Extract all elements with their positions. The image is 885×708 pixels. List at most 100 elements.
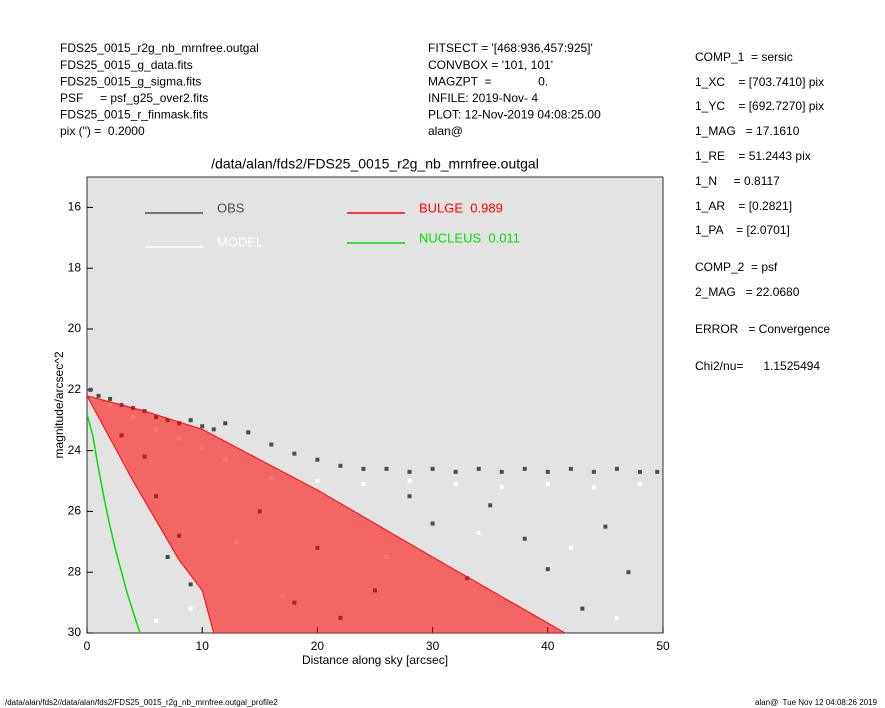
y-tick-label: 16 — [68, 200, 82, 214]
data-point — [407, 494, 412, 499]
header-right-line: 1_YC = [692.7270] pix — [695, 99, 824, 113]
x-tick-label: 20 — [311, 639, 325, 653]
header-right-line: Chi2/nu= 1.1525494 — [695, 359, 820, 373]
data-point — [384, 466, 389, 471]
x-tick-label: 40 — [541, 639, 555, 653]
header-left-line: FDS25_0015_g_sigma.fits — [60, 74, 201, 88]
data-point — [188, 582, 193, 587]
data-point — [626, 570, 631, 575]
data-point — [637, 482, 642, 487]
data-point — [476, 530, 481, 535]
y-axis-label: magnitude/arcsec^2 — [52, 351, 66, 458]
legend-label: MODEL — [217, 234, 263, 249]
header-right-line: 1_MAG = 17.1610 — [695, 124, 800, 138]
data-point — [361, 466, 366, 471]
y-tick-label: 18 — [68, 260, 82, 274]
data-point — [223, 421, 228, 426]
y-tick-label: 22 — [68, 382, 82, 396]
data-point — [246, 430, 251, 435]
data-point — [188, 606, 193, 611]
data-point — [499, 469, 504, 474]
data-point — [188, 418, 193, 423]
data-point — [315, 479, 320, 483]
data-point — [545, 469, 550, 474]
x-axis-label: Distance along sky [arcsec] — [302, 653, 448, 667]
header-right-line: 1_XC = [703.7410] pix — [695, 75, 824, 89]
chart-title: /data/alan/fds2/FDS25_0015_r2g_nb_mrnfre… — [211, 156, 539, 172]
legend-label: NUCLEUS 0.011 — [419, 230, 520, 245]
y-tick-label: 20 — [68, 321, 82, 335]
header-left-line: pix (") = 0.2000 — [60, 124, 145, 138]
data-line — [87, 413, 141, 633]
data-point — [292, 451, 297, 456]
data-point — [655, 469, 660, 474]
data-point — [499, 485, 504, 490]
data-point — [545, 567, 550, 572]
header-left-line: FDS25_0015_r2g_nb_mrnfree.outgal — [60, 41, 259, 55]
data-point — [407, 479, 412, 483]
data-point — [488, 503, 493, 508]
header-right-line: 1_AR = [0.2821] — [695, 199, 792, 213]
data-point — [211, 427, 216, 432]
data-area — [87, 395, 567, 633]
y-tick-label: 30 — [68, 625, 82, 639]
legend-label: OBS — [217, 200, 245, 215]
header-middle-line: MAGZPT = 0. — [428, 74, 548, 88]
header-right-line: 1_RE = 51.2443 pix — [695, 149, 811, 163]
plot-marks — [87, 387, 660, 633]
data-point — [430, 466, 435, 471]
data-point — [108, 396, 113, 401]
header-left-line: FDS25_0015_r_finmask.fits — [60, 108, 208, 122]
data-point — [200, 424, 205, 429]
header-middle-line: CONVBOX = '101, 101' — [428, 58, 553, 72]
y-tick-label: 26 — [68, 504, 82, 518]
header-left-line: FDS25_0015_g_data.fits — [60, 58, 193, 72]
data-point — [430, 521, 435, 526]
header-right-line: ERROR = Convergence — [695, 322, 830, 336]
y-tick-label: 28 — [68, 564, 82, 578]
x-tick-label: 30 — [426, 639, 440, 653]
data-point — [591, 485, 596, 490]
data-point — [269, 442, 274, 447]
header-right-line: COMP_1 = sersic — [695, 50, 793, 64]
data-point — [522, 466, 527, 471]
legend-label: BULGE 0.989 — [419, 200, 503, 215]
data-point — [614, 466, 619, 471]
data-point — [154, 618, 159, 623]
x-tick-label: 50 — [656, 639, 670, 653]
header-right-line: 1_N = 0.8117 — [695, 174, 780, 188]
data-point — [96, 393, 101, 398]
footer-left: /data/alan/fds2//data/alan/fds2/FDS25_00… — [5, 698, 278, 707]
data-point — [637, 469, 642, 474]
data-point — [453, 482, 458, 487]
data-point — [522, 536, 527, 541]
header-right-line: 2_MAG = 22.0680 — [695, 285, 800, 299]
data-point — [88, 387, 93, 392]
header-right-line: 1_PA = [2.0701] — [695, 223, 790, 237]
data-point — [614, 615, 619, 620]
data-point — [407, 469, 412, 474]
data-point — [545, 482, 550, 487]
footer-right: alan@ Tue Nov 12 04:08:26 2019 — [755, 698, 878, 707]
header-middle-line: alan@ — [428, 124, 463, 138]
data-point — [165, 555, 170, 559]
data-point — [338, 463, 343, 468]
header-middle-line: INFILE: 2019-Nov- 4 — [428, 91, 538, 105]
header-middle-line: PLOT: 12-Nov-2019 04:08:25.00 — [428, 108, 601, 122]
y-tick-label: 24 — [68, 443, 82, 457]
data-point — [361, 482, 366, 487]
data-point — [568, 545, 573, 550]
data-point — [315, 457, 320, 462]
header-left-line: PSF = psf_g25_over2.fits — [60, 91, 208, 105]
x-tick-label: 0 — [84, 639, 91, 653]
data-point — [568, 466, 573, 471]
data-point — [476, 466, 481, 471]
data-point — [591, 469, 596, 474]
header-middle-line: FITSECT = '[468:936,457:925]' — [428, 41, 593, 55]
data-point — [580, 606, 585, 611]
data-point — [453, 469, 458, 474]
x-tick-label: 10 — [196, 639, 210, 653]
header-right-line: COMP_2 = psf — [695, 260, 778, 274]
data-point — [603, 524, 608, 529]
